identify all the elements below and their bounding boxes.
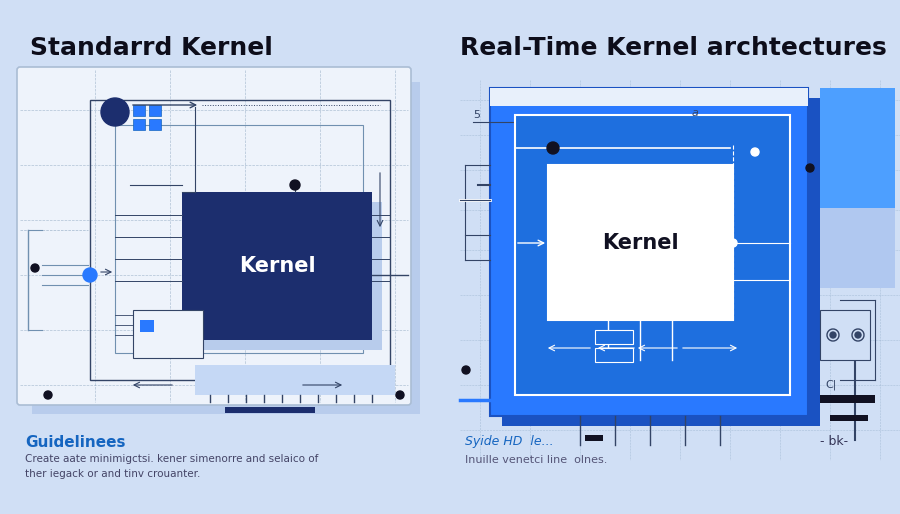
Bar — [515, 115, 790, 395]
Bar — [115, 125, 363, 353]
Bar — [149, 105, 161, 116]
Circle shape — [462, 366, 470, 374]
Bar — [32, 82, 420, 414]
Circle shape — [83, 268, 97, 282]
Circle shape — [751, 148, 759, 156]
Text: C|: C| — [825, 380, 836, 391]
Bar — [820, 208, 895, 288]
Text: 5: 5 — [473, 110, 480, 120]
Bar — [133, 119, 145, 130]
Text: Guidelinees: Guidelinees — [25, 435, 125, 450]
Bar — [140, 320, 154, 332]
Circle shape — [547, 142, 559, 154]
Text: Inuille venetci line  olnes.: Inuille venetci line olnes. — [465, 455, 608, 465]
Text: Create aate minimigctsi. kener simenorre and selaico of
ther iegack or and tinv : Create aate minimigctsi. kener simenorre… — [25, 454, 319, 479]
Bar — [133, 105, 145, 116]
Text: a: a — [692, 108, 699, 118]
Circle shape — [396, 391, 404, 399]
Circle shape — [290, 180, 300, 190]
Bar — [192, 202, 382, 350]
Circle shape — [31, 264, 39, 272]
Circle shape — [44, 391, 52, 399]
Text: - bk-: - bk- — [820, 435, 848, 448]
Bar — [490, 88, 808, 106]
Bar — [502, 98, 820, 426]
Circle shape — [806, 164, 814, 172]
Text: Standarrd Kernel: Standarrd Kernel — [30, 36, 273, 60]
Text: Kernel: Kernel — [238, 256, 315, 276]
Bar — [830, 415, 868, 421]
Bar — [195, 365, 395, 395]
Bar — [182, 192, 372, 340]
Bar — [149, 119, 161, 130]
Bar — [548, 165, 733, 320]
Text: Real-Time Kernel archtectures: Real-Time Kernel archtectures — [460, 36, 886, 60]
Bar — [490, 88, 808, 416]
Bar — [595, 330, 633, 344]
Text: Kernel: Kernel — [602, 233, 679, 253]
Bar — [820, 88, 895, 208]
Circle shape — [830, 332, 836, 338]
Bar — [585, 435, 603, 441]
Bar — [133, 310, 203, 358]
Circle shape — [729, 239, 737, 247]
Circle shape — [101, 98, 129, 126]
FancyBboxPatch shape — [17, 67, 411, 405]
Text: Syide HD  le...: Syide HD le... — [465, 435, 554, 448]
Bar — [820, 395, 875, 403]
Bar — [595, 348, 633, 362]
Bar — [90, 100, 390, 380]
Bar — [820, 310, 870, 360]
Circle shape — [855, 332, 861, 338]
Bar — [225, 407, 315, 413]
